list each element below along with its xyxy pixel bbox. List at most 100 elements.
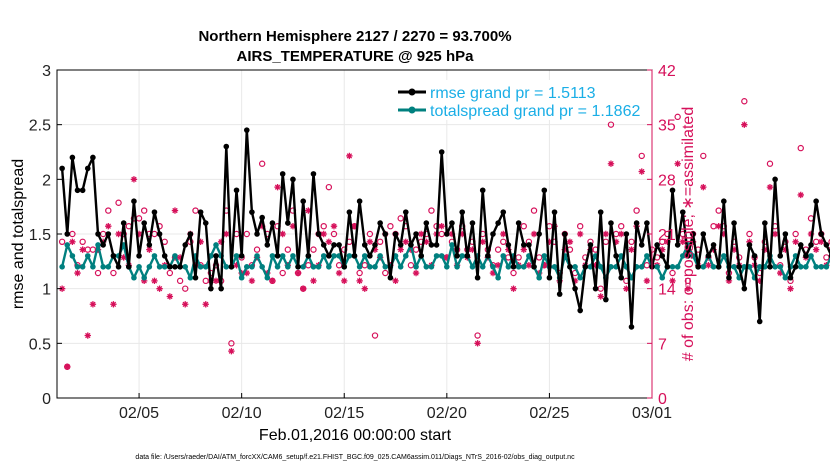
y-left-tick-label: 0.5 <box>29 336 51 353</box>
totalspread-point <box>346 253 353 259</box>
rmse-point <box>746 242 753 248</box>
obs-assimilated-marker <box>335 269 343 277</box>
totalspread-point <box>233 253 240 259</box>
totalspread-point <box>500 253 507 259</box>
totalspread-point <box>315 264 322 270</box>
obs-assimilated-marker <box>325 238 333 246</box>
y-left-tick-label: 0 <box>42 391 51 408</box>
totalspread-point <box>803 264 809 270</box>
rmse-point <box>459 209 466 215</box>
obs-assimilated-marker <box>366 238 374 246</box>
obs-assimilated-marker <box>397 246 404 253</box>
rmse-point <box>356 198 363 204</box>
obs-assimilated-marker <box>720 230 728 238</box>
obs-assimilated-marker <box>792 238 799 246</box>
rmse-point <box>485 253 491 259</box>
rmse-point <box>418 253 424 259</box>
totalspread-point <box>274 264 281 270</box>
obs-assimilated-marker <box>628 246 635 253</box>
totalspread-point <box>382 264 389 270</box>
obs-assimilated-marker <box>674 160 681 167</box>
ticks-layer: 02/05 02/10 02/15 02/20 02/25 03/0100.511.522… <box>29 63 676 422</box>
obs-possible-marker <box>192 207 199 214</box>
totalspread-point <box>536 274 542 281</box>
totalspread-point <box>572 264 578 270</box>
rmse-point <box>623 231 630 237</box>
rmse-point <box>90 154 96 161</box>
obs-assimilated-marker <box>571 277 579 285</box>
rmse-point <box>105 231 112 237</box>
totalspread-point <box>202 264 209 270</box>
totalspread-line <box>60 243 830 279</box>
totalspread-point <box>644 253 650 259</box>
obs-possible-marker <box>110 269 117 277</box>
totalspread-point <box>479 264 486 270</box>
totalspread-point <box>413 264 419 270</box>
totalspread-point <box>254 253 260 259</box>
totalspread-point <box>90 264 96 270</box>
rmse-point <box>592 285 599 292</box>
obs-possible-marker <box>320 222 327 230</box>
rmse-point <box>444 231 450 237</box>
obs-assimilated-marker <box>787 285 794 292</box>
rmse-point <box>259 214 265 221</box>
y-left-tick-label: 1.5 <box>29 227 51 244</box>
obs-assimilated-marker <box>402 238 409 246</box>
rmse-point <box>664 264 671 270</box>
totalspread-point <box>310 264 317 270</box>
obs-assimilated-marker <box>576 230 584 238</box>
rmse-point <box>628 324 635 330</box>
rmse-point <box>777 253 784 259</box>
obs-assimilated-marker <box>171 207 179 214</box>
rmse-point <box>449 220 455 226</box>
legend-marker-totalspread <box>408 106 416 114</box>
obs-assimilated-marker <box>607 160 615 167</box>
rmse-point <box>510 264 517 270</box>
rmse-point <box>387 274 394 281</box>
rmse-point <box>126 264 132 270</box>
x-axis-label: Feb.01,2016 00:00:00 start <box>259 427 452 444</box>
rmse-point <box>397 242 404 248</box>
obs-possible-marker <box>792 230 799 238</box>
obs-assimilated-marker <box>679 238 686 246</box>
rmse-point <box>290 176 296 183</box>
obs-possible-marker <box>397 215 404 222</box>
rmse-point <box>146 242 153 248</box>
totalspread-point <box>823 264 830 270</box>
obs-assimilated-marker <box>140 277 148 285</box>
obs-assimilated-marker <box>597 293 604 300</box>
obs-assimilated-marker <box>212 277 220 285</box>
obs-assimilated-marker <box>494 262 502 269</box>
rmse-point <box>474 274 481 281</box>
rmse-point <box>562 231 568 237</box>
obs-assimilated-marker <box>643 277 651 285</box>
totalspread-point <box>79 264 86 270</box>
obs-assimilated-marker <box>166 293 174 300</box>
totalspread-point <box>59 264 65 270</box>
rmse-point <box>669 187 676 194</box>
obs-assimilated-marker <box>361 285 368 292</box>
obs-assimilated-marker <box>233 262 240 269</box>
obs-possible-marker <box>79 238 86 246</box>
totalspread-point <box>597 264 604 270</box>
obs-assimilated-marker <box>269 277 276 285</box>
rmse-point <box>582 264 589 270</box>
rmse-point <box>787 274 794 281</box>
rmse-point <box>172 264 178 270</box>
rmse-point <box>69 154 76 161</box>
totalspread-point <box>146 264 153 270</box>
obs-assimilated-marker <box>320 230 327 238</box>
totalspread-point <box>679 253 686 259</box>
obs-assimilated-marker <box>741 121 748 128</box>
obs-assimilated-marker <box>700 183 707 191</box>
rmse-point <box>782 231 789 237</box>
y-right-tick-label: 7 <box>658 336 667 353</box>
obs-possible-marker <box>284 246 292 253</box>
rmse-point <box>295 264 301 270</box>
totalspread-point <box>320 253 327 259</box>
obs-assimilated-marker <box>151 277 158 285</box>
obs-assimilated-marker <box>330 222 338 230</box>
totalspread-point <box>331 253 337 259</box>
totalspread-point <box>813 264 819 270</box>
totalspread-point <box>433 253 440 259</box>
